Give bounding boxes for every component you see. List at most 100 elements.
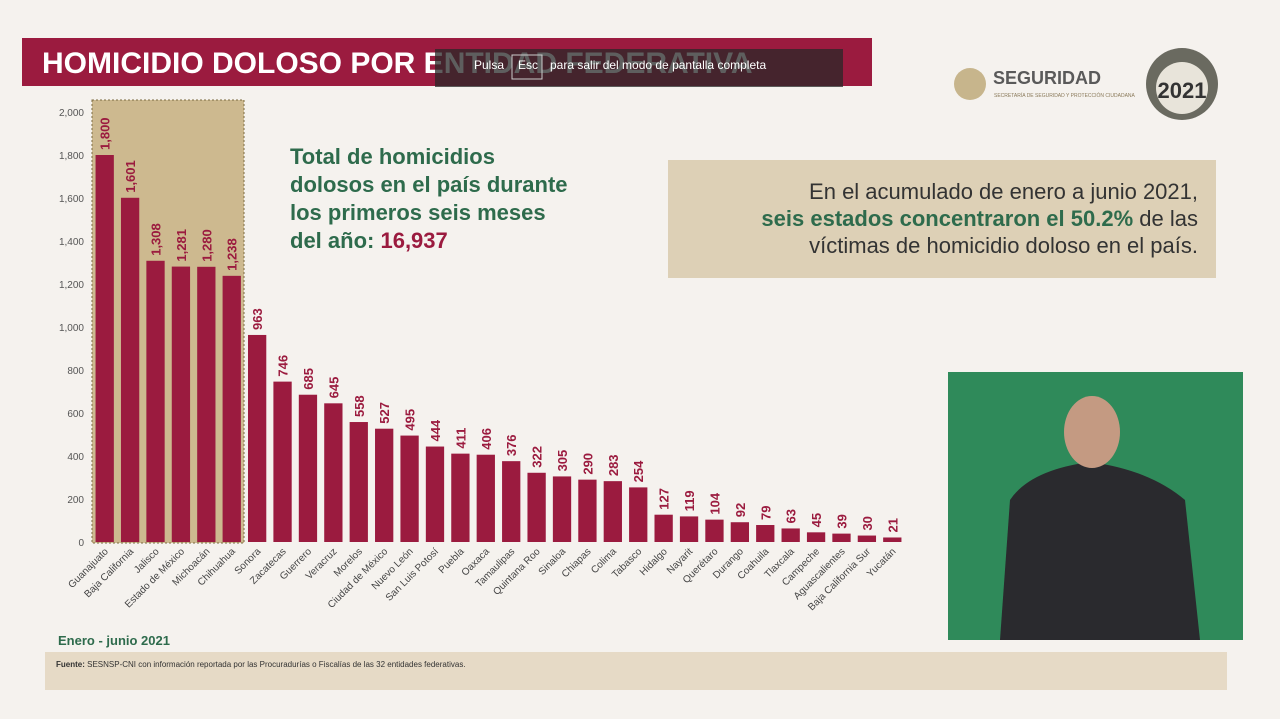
bar bbox=[451, 453, 470, 542]
value-label: 444 bbox=[428, 419, 443, 441]
callout-line: de las bbox=[1139, 206, 1198, 231]
bar bbox=[247, 334, 267, 542]
value-label: 746 bbox=[276, 355, 291, 377]
interpreter-body bbox=[1000, 462, 1200, 640]
value-label: 411 bbox=[453, 428, 468, 449]
value-label: 104 bbox=[707, 492, 722, 514]
summary-line: los primeros seis meses bbox=[290, 200, 546, 225]
top-six-highlight bbox=[91, 99, 245, 544]
ministry: SEGURIDAD bbox=[993, 68, 1101, 88]
footer: Fuente: SESNSP-CNI con información repor… bbox=[56, 660, 466, 669]
fullscreen-overlay bbox=[435, 49, 843, 87]
value-label: 406 bbox=[479, 428, 494, 450]
bar bbox=[857, 535, 877, 542]
value-label: 1,238 bbox=[225, 238, 240, 271]
year: 2021 bbox=[1158, 78, 1207, 103]
bar bbox=[730, 522, 750, 542]
bar bbox=[883, 537, 902, 542]
bar bbox=[552, 476, 572, 542]
bar bbox=[349, 422, 368, 542]
y-tick-label: 1,000 bbox=[59, 323, 84, 334]
value-label: 1,281 bbox=[174, 229, 189, 262]
overlay-key: Pulsa bbox=[474, 58, 504, 72]
y-tick-label: 1,400 bbox=[59, 237, 84, 248]
value-label: 1,601 bbox=[123, 160, 138, 193]
bar bbox=[629, 487, 648, 542]
value-label: 127 bbox=[657, 488, 672, 510]
bar bbox=[654, 514, 673, 542]
bar bbox=[603, 481, 622, 542]
value-label: 290 bbox=[580, 453, 595, 475]
bar bbox=[679, 516, 699, 542]
summary-line: del año: bbox=[290, 228, 374, 253]
value-label: 79 bbox=[758, 506, 773, 520]
value-label: 63 bbox=[784, 509, 799, 523]
y-tick-label: 1,200 bbox=[59, 280, 84, 291]
value-label: 305 bbox=[555, 450, 570, 472]
summary-line: del año: 16,937 bbox=[290, 228, 448, 253]
value-label: 645 bbox=[326, 377, 341, 399]
y-tick-label: 1,800 bbox=[59, 151, 84, 162]
value-label: 963 bbox=[250, 308, 265, 330]
y-tick-label: 2,000 bbox=[59, 108, 84, 119]
bar bbox=[527, 472, 546, 542]
bar bbox=[476, 454, 495, 542]
value-label: 1,308 bbox=[149, 223, 164, 256]
value-label: 376 bbox=[504, 434, 519, 456]
bar bbox=[95, 155, 114, 542]
bar bbox=[298, 394, 318, 542]
y-tick-label: 1,600 bbox=[59, 194, 84, 205]
value-label: 119 bbox=[682, 490, 697, 511]
footer-text: SESNSP-CNI con información reportada por… bbox=[87, 660, 465, 669]
ministry-sub: SECRETARÍA DE SEGURIDAD Y PROTECCIÓN CIU… bbox=[994, 92, 1136, 99]
bar bbox=[273, 381, 292, 542]
y-tick-label: 0 bbox=[78, 538, 84, 549]
y-tick-label: 400 bbox=[67, 452, 84, 463]
value-label: 254 bbox=[631, 460, 646, 482]
bar bbox=[578, 479, 597, 542]
bar bbox=[375, 428, 394, 542]
bar bbox=[146, 260, 165, 542]
bar bbox=[705, 519, 724, 542]
callout-line: seis estados concentraron el 50.2% de la… bbox=[761, 206, 1198, 231]
summary-line: Total de homicidios bbox=[290, 144, 495, 169]
summary-total: 16,937 bbox=[380, 228, 447, 253]
bar bbox=[222, 275, 241, 542]
value-label: 1,280 bbox=[199, 229, 214, 262]
value-label: 322 bbox=[530, 446, 545, 468]
bar bbox=[806, 532, 826, 542]
bar bbox=[171, 266, 191, 542]
callout-highlight: seis estados concentraron el 50.2% bbox=[761, 206, 1133, 231]
y-tick-label: 600 bbox=[67, 409, 84, 420]
bar bbox=[756, 525, 775, 542]
overlay-message: para salir del modo de pantalla completa bbox=[550, 58, 766, 72]
overlay-key-box bbox=[511, 54, 543, 80]
callout-line: En el acumulado de enero a junio 2021, bbox=[809, 179, 1198, 204]
overlay-key: Esc bbox=[518, 58, 538, 72]
value-label: 39 bbox=[834, 514, 849, 528]
y-tick-label: 200 bbox=[67, 495, 84, 506]
value-label: 685 bbox=[301, 368, 316, 390]
value-label: 45 bbox=[809, 513, 824, 527]
bar bbox=[832, 533, 851, 542]
bar bbox=[502, 461, 521, 542]
callout-line: víctimas de homicidio doloso en el país. bbox=[809, 233, 1198, 258]
value-label: 495 bbox=[403, 409, 418, 431]
interpreter-head bbox=[1064, 396, 1120, 468]
summary-line: dolosos en el país durante bbox=[290, 172, 568, 197]
bar bbox=[324, 403, 343, 542]
bar bbox=[120, 197, 140, 542]
value-label: 92 bbox=[733, 503, 748, 517]
bar bbox=[197, 266, 216, 542]
seal bbox=[954, 68, 986, 100]
value-label: 30 bbox=[860, 516, 875, 530]
callout-box bbox=[668, 160, 1216, 278]
bar bbox=[781, 528, 800, 542]
y-tick-label: 800 bbox=[67, 366, 84, 377]
chart-subtitle: Enero - junio 2021 bbox=[58, 633, 170, 648]
value-label: 558 bbox=[352, 395, 367, 417]
footer-label: Fuente: bbox=[56, 660, 85, 669]
value-label: 1,800 bbox=[98, 117, 113, 150]
footer-band bbox=[45, 652, 1227, 690]
